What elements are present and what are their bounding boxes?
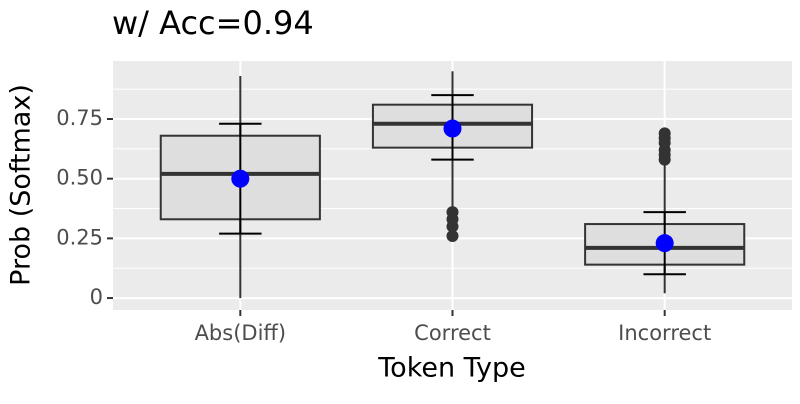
chart-title: w/ Acc=0.94 (112, 4, 314, 42)
x-tick-label: Incorrect (618, 321, 711, 345)
y-axis-label: Prob (Softmax) (6, 84, 37, 286)
outlier (658, 127, 671, 140)
mean-point (231, 169, 250, 188)
x-axis-label: Token Type (377, 353, 525, 384)
mean-point (655, 234, 674, 253)
x-tick-label: Correct (414, 321, 491, 345)
mean-point (443, 119, 462, 138)
y-tick-label: 0.25 (56, 225, 103, 249)
y-tick-label: 0.50 (56, 166, 103, 190)
outlier (446, 220, 459, 233)
y-tick-label: 0 (90, 285, 103, 309)
y-tick-label: 0.75 (56, 106, 103, 130)
x-tick-label: Abs(Diff) (195, 321, 287, 345)
outlier (446, 229, 459, 242)
